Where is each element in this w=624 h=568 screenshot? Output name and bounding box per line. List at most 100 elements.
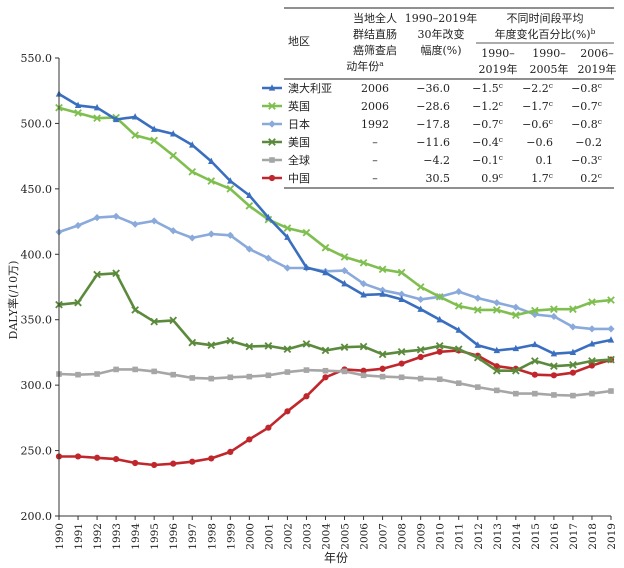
data-point — [75, 371, 81, 378]
data-point — [227, 374, 234, 381]
row-avg-2006-2019: −0.7c — [571, 99, 602, 113]
x-tick-label: 2001 — [263, 523, 275, 550]
data-point — [150, 125, 158, 132]
data-point — [416, 283, 425, 291]
series-3 — [55, 269, 615, 375]
sub-header-line: 2019年 — [578, 62, 617, 76]
data-point — [492, 306, 501, 314]
series-5 — [55, 347, 615, 469]
x-tick-label: 2007 — [378, 523, 390, 550]
marker-stroke — [207, 341, 216, 350]
data-point — [397, 347, 406, 356]
row-avg-2006-2019: −0.8c — [571, 81, 602, 95]
data-point — [322, 268, 329, 276]
marker-stroke — [511, 366, 520, 375]
marker-stroke — [550, 305, 558, 314]
series-layer — [55, 90, 615, 469]
data-point — [208, 375, 215, 382]
marker-stroke — [268, 102, 276, 110]
data-point — [188, 234, 196, 242]
marker-stroke — [492, 306, 501, 314]
data-point — [150, 136, 159, 145]
data-point — [588, 298, 596, 306]
data-point — [227, 177, 234, 184]
header-year-line: 动年份a — [346, 59, 384, 73]
data-point — [474, 294, 482, 302]
data-point — [246, 191, 253, 198]
data-point — [321, 243, 330, 252]
data-point — [455, 380, 462, 386]
sub-header-line: 2019年 — [479, 62, 518, 76]
marker-stroke — [340, 343, 349, 352]
data-point — [417, 353, 424, 361]
series-line — [58, 271, 612, 373]
data-point — [150, 217, 158, 225]
data-point — [189, 458, 196, 465]
y-tick-label: 550.0 — [21, 52, 53, 65]
marker-stroke — [169, 316, 178, 325]
marker-stroke — [226, 185, 235, 193]
series-line — [58, 368, 612, 397]
row-change: −11.6 — [416, 136, 450, 149]
data-point — [226, 185, 235, 193]
data-point — [569, 348, 577, 356]
row-avg-1990-2005: −0.6c — [522, 117, 553, 131]
marker-stroke — [283, 345, 292, 353]
marker-stroke — [550, 362, 558, 371]
data-point — [513, 390, 519, 397]
data-point — [340, 253, 349, 261]
data-point — [284, 233, 291, 240]
data-point — [246, 436, 253, 443]
x-tick-label: 1992 — [92, 523, 104, 550]
marker-stroke — [397, 347, 406, 356]
data-point — [131, 306, 139, 314]
data-point — [341, 368, 348, 375]
marker-stroke — [93, 270, 101, 279]
header-year-line: 当地全人 — [353, 11, 397, 25]
axes: 200.0 250.0 300.0 350.0 400.0 450.0 500.0 550.0… — [21, 52, 619, 550]
row-avg-2006-2019: −0.2 — [575, 136, 602, 149]
marker-stroke — [131, 131, 139, 140]
data-point — [207, 177, 216, 185]
sub-header-line: 2006– — [580, 47, 614, 60]
series-1 — [55, 103, 615, 319]
header-avg-line: 年度变化百分比(%)b — [495, 27, 596, 41]
marker-stroke — [321, 346, 330, 355]
row-year: 2006 — [361, 82, 389, 95]
row-region: 日本 — [288, 117, 310, 131]
data-point — [207, 341, 216, 350]
data-point — [378, 350, 387, 359]
data-point — [379, 290, 386, 297]
data-point — [188, 338, 197, 347]
data-point — [397, 268, 406, 277]
data-point — [322, 367, 329, 374]
data-point — [569, 323, 577, 331]
marker-stroke — [473, 306, 482, 314]
data-point — [570, 392, 576, 399]
y-tick-label: 300.0 — [21, 379, 53, 392]
marker-stroke — [150, 136, 159, 145]
legend-marker-swatch — [268, 120, 276, 128]
data-point — [531, 357, 539, 365]
data-point — [417, 375, 424, 382]
header-region: 地区 — [288, 35, 310, 48]
marker-stroke — [569, 361, 577, 369]
data-point — [416, 345, 425, 354]
data-point — [151, 461, 158, 469]
row-avg-2006-2019: 0.2c — [580, 171, 602, 185]
data-point — [113, 366, 119, 373]
data-point — [589, 390, 595, 397]
row-change: −4.2 — [423, 154, 450, 167]
data-point — [531, 306, 539, 315]
sub-header-line: 1990– — [481, 47, 515, 60]
data-point — [436, 348, 443, 355]
data-point — [112, 212, 120, 220]
y-axis-label: DALY率(/10万) — [6, 261, 20, 340]
data-point — [607, 355, 615, 364]
x-tick-label: 1990 — [54, 523, 66, 550]
data-point — [569, 361, 577, 369]
marker-stroke — [93, 114, 101, 123]
data-point — [379, 365, 386, 372]
legend-background — [284, 8, 614, 188]
marker-stroke — [416, 283, 425, 291]
